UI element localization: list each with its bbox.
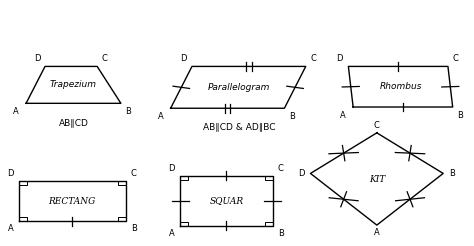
Text: Parallelogram: Parallelogram bbox=[208, 83, 271, 92]
Text: Trapezium: Trapezium bbox=[50, 80, 97, 89]
Text: RECTANG: RECTANG bbox=[49, 197, 96, 206]
Text: C: C bbox=[131, 169, 137, 178]
Text: D: D bbox=[7, 169, 13, 178]
Text: D: D bbox=[34, 54, 40, 63]
Text: A: A bbox=[158, 112, 164, 121]
Text: B: B bbox=[278, 229, 283, 238]
Text: C: C bbox=[310, 54, 316, 63]
Text: A: A bbox=[13, 107, 19, 116]
Text: C: C bbox=[278, 164, 283, 173]
Text: C: C bbox=[453, 54, 458, 63]
Text: KIT: KIT bbox=[369, 175, 385, 184]
Text: D: D bbox=[298, 169, 305, 178]
Text: B: B bbox=[457, 111, 463, 120]
Text: C: C bbox=[102, 54, 108, 63]
Text: A: A bbox=[169, 229, 174, 238]
Text: SQUAR: SQUAR bbox=[210, 196, 243, 205]
Text: D: D bbox=[180, 54, 186, 63]
Text: D: D bbox=[168, 164, 174, 173]
Text: C: C bbox=[374, 121, 380, 130]
Text: AB∥CD: AB∥CD bbox=[58, 119, 89, 127]
Text: A: A bbox=[340, 111, 346, 120]
Text: B: B bbox=[126, 107, 131, 116]
Text: A: A bbox=[374, 228, 380, 237]
Text: Rhombus: Rhombus bbox=[379, 82, 422, 91]
Text: AB∥CD & AD∥BC: AB∥CD & AD∥BC bbox=[203, 122, 275, 131]
Text: B: B bbox=[131, 224, 137, 233]
Text: B: B bbox=[449, 169, 455, 178]
Text: B: B bbox=[289, 112, 295, 121]
Text: D: D bbox=[336, 54, 343, 63]
Text: A: A bbox=[8, 224, 13, 233]
